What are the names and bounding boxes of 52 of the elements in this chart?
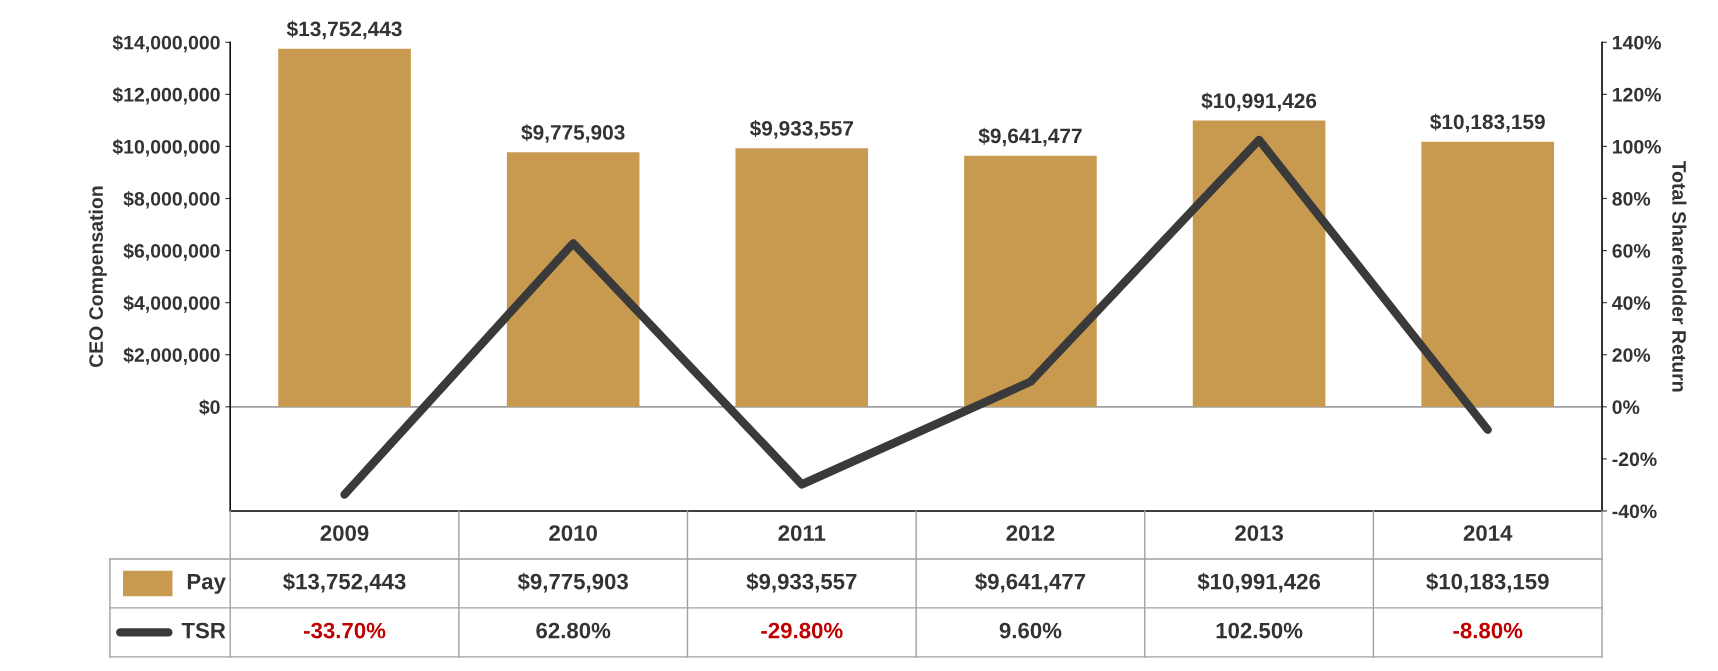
- y2-tick-label: 80%: [1612, 191, 1651, 206]
- bar: [506, 152, 640, 407]
- y2-tick-label: 40%: [1612, 296, 1651, 310]
- text: $10,183,159: [1430, 113, 1545, 133]
- data-label: -33.70%: [304, 622, 386, 639]
- x-tick-label: 2014: [1463, 525, 1513, 541]
- data-label: $10,991,426: [1197, 572, 1321, 593]
- x-tick-label: 2010: [549, 525, 597, 541]
- data-label: $9,933,557: [746, 572, 857, 593]
- y2-tick-label: 140%: [1612, 35, 1661, 50]
- data-label: $9,641,477: [975, 572, 1086, 593]
- x-tick-label: 2012: [1006, 525, 1055, 541]
- legend-label: TSR: [181, 622, 226, 639]
- data-label: -29.80%: [761, 622, 843, 639]
- y2-tick-label: 0%: [1612, 400, 1640, 415]
- y-tick-label: $14,000,000: [112, 34, 220, 53]
- legend-label: Pay: [187, 573, 226, 594]
- bar: [278, 48, 411, 407]
- y-tick-label: $4,000,000: [123, 295, 220, 313]
- y-tick-label: $8,000,000: [123, 191, 220, 209]
- y2-tick-label: -20%: [1612, 452, 1657, 467]
- y-axis-title: CEO Compensation: [88, 186, 107, 368]
- text: $9,933,557: [749, 120, 854, 139]
- data-label: $10,183,159: [1426, 572, 1549, 593]
- text: $9,641,477: [978, 127, 1082, 147]
- bar: [964, 155, 1097, 407]
- data-label: 102.50%: [1216, 622, 1303, 639]
- bar: [1421, 141, 1555, 407]
- x-tick-label: 2013: [1235, 525, 1283, 541]
- x-tick-label: 2011: [778, 525, 826, 541]
- bar: [1192, 120, 1326, 407]
- data-label: 9.60%: [999, 622, 1062, 639]
- y2-tick-label: 20%: [1612, 348, 1651, 362]
- data-label: $13,752,443: [283, 572, 406, 593]
- y2-tick-label: 120%: [1612, 87, 1661, 102]
- text: $10,991,426: [1201, 92, 1317, 112]
- y-tick-label: $12,000,000: [112, 86, 220, 105]
- y-tick-label: $2,000,000: [123, 347, 220, 365]
- text: $13,752,443: [286, 20, 402, 40]
- y2-tick-label: 60%: [1612, 244, 1651, 258]
- data-label: -8.80%: [1453, 622, 1523, 639]
- y-tick-label: $10,000,000: [112, 139, 220, 157]
- y-tick-label: $0: [199, 399, 220, 416]
- data-label: $9,775,903: [517, 572, 628, 593]
- y-tick-label: $6,000,000: [123, 243, 220, 261]
- data-label: 62.80%: [536, 622, 611, 639]
- bar: [735, 148, 869, 407]
- x-tick-label: 2009: [320, 525, 369, 541]
- text: $9,775,903: [521, 124, 625, 143]
- y2-tick-label: -40%: [1612, 504, 1657, 519]
- y2-axis-title: Total Shareholder Return: [1672, 160, 1687, 392]
- y2-tick-label: 100%: [1612, 139, 1661, 154]
